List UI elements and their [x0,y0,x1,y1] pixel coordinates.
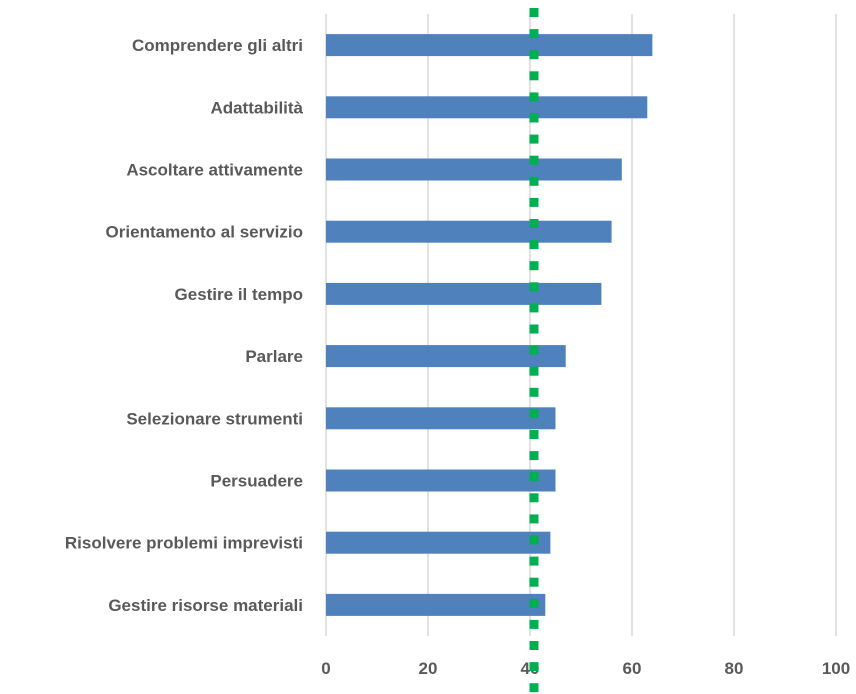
x-tick-label-60: 60 [623,659,642,678]
reference-marker-7 [529,134,539,144]
reference-marker-6 [529,113,539,123]
reference-marker-2 [529,29,539,39]
category-label-3: Ascoltare attivamente [126,161,303,180]
category-label-6: Parlare [245,347,303,366]
reference-marker-28 [529,577,539,587]
reference-marker-23 [529,472,539,482]
category-label-7: Selezionare strumenti [126,409,303,428]
x-tick-label-0: 0 [321,659,330,678]
bar-3 [326,158,622,181]
bar-7 [326,407,556,430]
bar-1 [326,34,653,57]
category-label-2: Adattabilità [210,98,303,117]
reference-marker-20 [529,408,539,418]
x-axis-tick-labels: 020406080100 [321,659,850,678]
reference-marker-29 [529,598,539,608]
reference-marker-16 [529,324,539,334]
category-label-8: Persuadere [210,472,303,491]
reference-marker-31 [529,641,539,650]
reference-marker-27 [529,556,539,566]
reference-marker-11 [529,219,539,228]
category-label-1: Comprendere gli altri [132,36,303,55]
reference-line [529,8,539,693]
bar-5 [326,282,602,305]
x-tick-label-100: 100 [822,659,850,678]
reference-marker-21 [529,430,539,439]
reference-marker-30 [529,619,539,629]
bar-9 [326,531,551,554]
reference-marker-18 [529,366,539,376]
x-tick-label-80: 80 [725,659,744,678]
bar-10 [326,593,546,616]
reference-marker-4 [529,71,539,81]
bar-4 [326,220,612,243]
bar-6 [326,345,566,368]
reference-marker-12 [529,240,539,250]
reference-marker-24 [529,493,539,503]
reference-marker-25 [529,514,539,524]
reference-marker-19 [529,387,539,397]
reference-marker-13 [529,261,539,271]
category-label-5: Gestire il tempo [175,285,303,304]
category-label-9: Risolvere problemi imprevisti [65,534,303,553]
reference-marker-15 [529,303,539,313]
reference-marker-17 [529,345,539,355]
reference-marker-8 [529,155,539,165]
category-label-4: Orientamento al servizio [106,223,303,242]
reference-marker-5 [529,92,539,102]
category-label-10: Gestire risorse materiali [108,596,303,615]
bar-8 [326,469,556,492]
x-tick-label-20: 20 [419,659,438,678]
reference-marker-3 [529,50,539,60]
reference-marker-22 [529,451,539,461]
reference-marker-1 [529,8,539,17]
reference-marker-26 [529,535,539,545]
reference-marker-32 [529,662,539,672]
reference-marker-33 [529,683,539,693]
reference-marker-10 [529,197,539,207]
category-labels: Comprendere gli altri Adattabilità Ascolta… [65,36,304,615]
reference-marker-9 [529,176,539,186]
bar-2 [326,96,648,119]
reference-marker-14 [529,282,539,292]
bars [326,34,653,616]
